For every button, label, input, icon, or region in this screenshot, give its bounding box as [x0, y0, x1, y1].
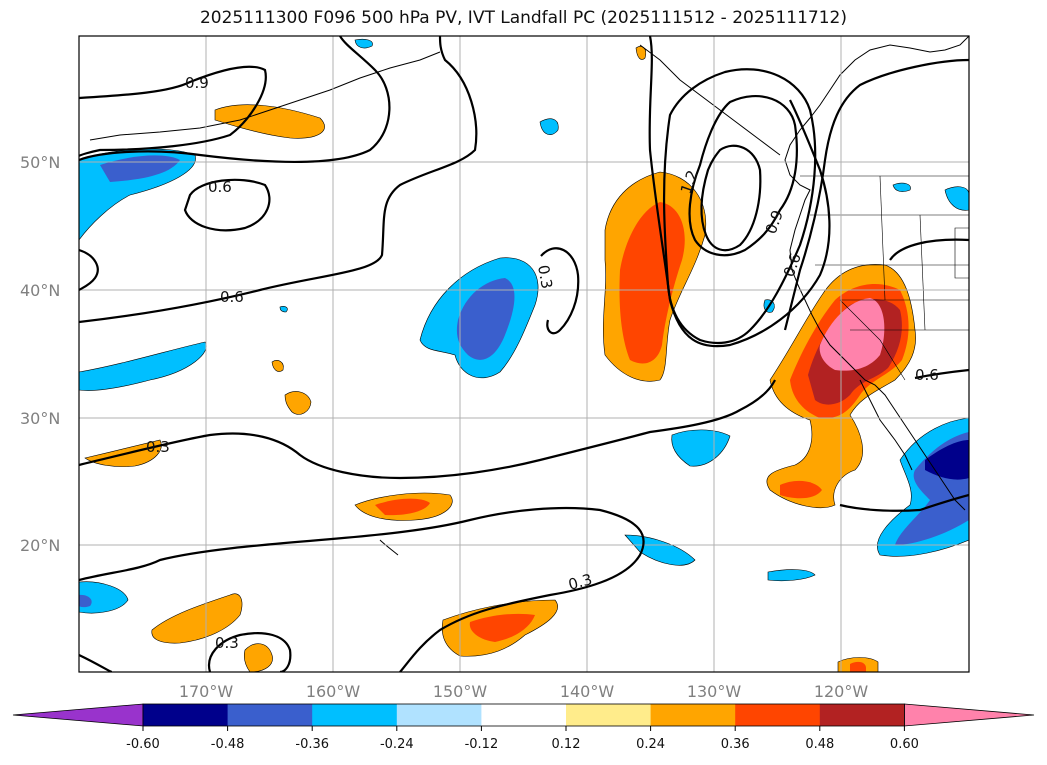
contour-label: 0.6: [915, 366, 939, 384]
colorbar-tick-label: 0.24: [636, 737, 665, 752]
colorbar-tick-label: 0.12: [552, 737, 581, 752]
colorbar-segment: [143, 704, 229, 726]
pv-contours: [79, 36, 969, 672]
colorbar-segment: [312, 704, 398, 726]
lon-label: 140°W: [560, 682, 615, 701]
colorbar-tick-label: -0.24: [380, 737, 414, 752]
contour-label: 0.3: [534, 264, 556, 291]
contour-label: 0.9: [185, 74, 209, 92]
colorbar-extend-min: [12, 703, 144, 727]
lon-label: 130°W: [687, 682, 742, 701]
contour-label: 0.6: [220, 288, 244, 306]
colorbar-frame: [142, 703, 905, 727]
lon-label: 120°W: [814, 682, 869, 701]
colorbar-segment: [227, 704, 313, 726]
colorbar-segment: [819, 704, 905, 726]
colorbar-tick-label: -0.12: [465, 737, 499, 752]
lat-label: 30°N: [20, 409, 60, 428]
map-area: 0.9 0.6 0.6 0.3 1.2 0.9 0.6 0.6 0.3 0.3 …: [79, 36, 969, 672]
colorbar-tick-label: 0.60: [890, 737, 919, 752]
coastlines: [89, 36, 969, 556]
lon-label: 150°W: [433, 682, 488, 701]
colorbar-segment: [650, 704, 736, 726]
colorbar-tick-label: 0.48: [805, 737, 834, 752]
colorbar-extend-max: [904, 703, 1035, 727]
contour-label: 0.3: [566, 570, 594, 594]
colorbar-tick-label: -0.60: [126, 737, 160, 752]
negative-anomaly-shading: [79, 38, 969, 614]
contour-label: 0.3: [146, 438, 170, 456]
colorbar-segment: [481, 704, 567, 726]
colorbar-tick-label: -0.36: [295, 737, 329, 752]
state-borders: [800, 175, 969, 381]
map-title: 2025111300 F096 500 hPa PV, IVT Landfall…: [199, 8, 847, 28]
lon-label: 170°W: [179, 682, 234, 701]
lon-label: 160°W: [306, 682, 361, 701]
lat-label: 40°N: [20, 281, 60, 300]
map-frame: [78, 35, 970, 673]
colorbar-tick-label: -0.48: [211, 737, 245, 752]
lat-label: 20°N: [20, 536, 60, 555]
lat-label: 50°N: [20, 153, 60, 172]
colorbar-tick-label: 0.36: [721, 737, 750, 752]
colorbar-segment: [566, 704, 652, 726]
colorbar: -0.60 -0.48 -0.36 -0.24 -0.12 0.12 0.24 0.36 0.4…: [12, 703, 1035, 752]
contour-label: 0.3: [215, 634, 239, 652]
contour-label: 0.6: [208, 178, 232, 196]
longitude-labels: 170°W 160°W 150°W 140°W 130°W 120°W: [179, 682, 869, 701]
latitude-labels: 50°N 40°N 30°N 20°N: [20, 153, 60, 555]
colorbar-segment: [396, 704, 482, 726]
colorbar-segment: [735, 704, 821, 726]
